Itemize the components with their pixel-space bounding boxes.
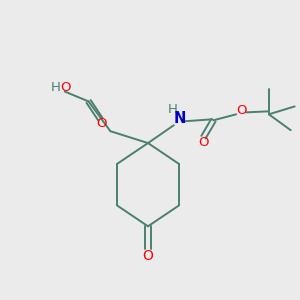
Text: O: O — [61, 81, 71, 94]
Text: H: H — [51, 81, 61, 94]
Text: N: N — [173, 111, 186, 126]
Text: O: O — [236, 104, 246, 117]
Text: H: H — [168, 103, 178, 116]
Text: O: O — [96, 117, 107, 130]
Text: O: O — [142, 249, 154, 263]
Text: O: O — [198, 136, 209, 148]
